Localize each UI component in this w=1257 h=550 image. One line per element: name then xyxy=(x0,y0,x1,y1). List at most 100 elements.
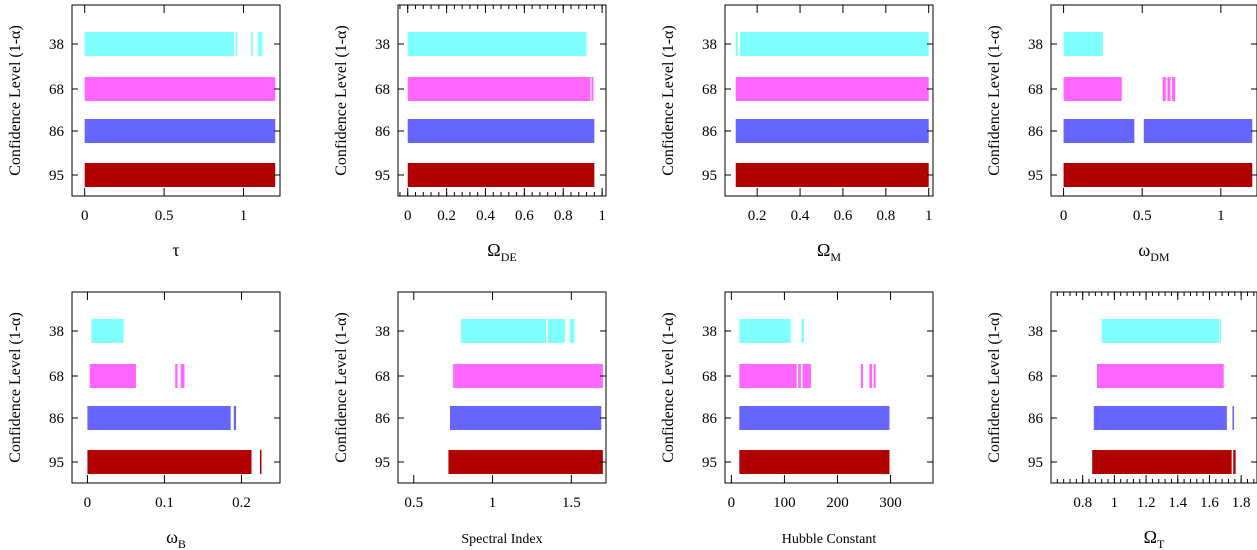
y-tick-label: 95 xyxy=(49,168,64,184)
interval-bar xyxy=(259,450,262,474)
interval-bar xyxy=(448,450,603,474)
interval-bar xyxy=(591,77,594,101)
x-tick-label: 0.2 xyxy=(748,208,767,224)
x-axis-label: Spectral Index xyxy=(461,532,542,547)
x-tick-label: 0.6 xyxy=(834,208,853,224)
y-axis-label: Confidence Level (1-α) xyxy=(660,312,677,463)
y-tick-label: 86 xyxy=(1028,124,1044,140)
interval-bar xyxy=(84,119,276,143)
y-tick-label: 86 xyxy=(49,411,65,427)
plot-frame xyxy=(1050,4,1257,197)
interval-bar xyxy=(84,77,276,101)
interval-bar xyxy=(407,163,595,187)
interval-bar xyxy=(1092,450,1232,474)
interval-bar xyxy=(91,319,124,343)
interval-bar xyxy=(251,32,254,56)
interval-bar xyxy=(739,319,791,343)
interval-bar xyxy=(1167,77,1171,101)
interval-bar xyxy=(180,364,185,388)
interval-bar xyxy=(735,32,738,56)
interval-bar xyxy=(735,163,929,187)
x-tick-label: 0.8 xyxy=(876,208,895,224)
interval-bar xyxy=(1093,406,1227,430)
y-axis-label: Confidence Level (1-α) xyxy=(660,25,677,176)
x-tick-label: 0.2 xyxy=(437,208,456,224)
plot-frame xyxy=(397,4,607,197)
x-tick-label: 0.5 xyxy=(1133,208,1152,224)
interval-bar xyxy=(569,319,575,343)
interval-bar xyxy=(547,319,566,343)
y-tick-label: 95 xyxy=(375,168,390,184)
chart-panel: 38 68 86 95 0.8 1 1.2 1.4 1.6 1.8 ΩT Confidence Lev… xyxy=(986,291,1257,550)
x-tick-label: 100 xyxy=(773,495,796,511)
y-tick-label: 95 xyxy=(1028,455,1043,471)
y-tick-label: 38 xyxy=(375,324,390,340)
x-tick-label: 0.8 xyxy=(1073,495,1092,511)
interval-bar xyxy=(801,319,805,343)
y-axis-label: Confidence Level (1-α) xyxy=(7,312,24,463)
y-tick-label: 38 xyxy=(1028,324,1043,340)
y-tick-label: 86 xyxy=(375,411,391,427)
plot-frame xyxy=(724,4,934,197)
y-axis-label: Confidence Level (1-α) xyxy=(333,312,350,463)
y-axis-label: Confidence Level (1-α) xyxy=(7,25,24,176)
x-tick-label: 1.6 xyxy=(1200,495,1219,511)
x-tick-label: 0 xyxy=(728,495,736,511)
y-tick-label: 68 xyxy=(702,82,717,98)
x-axis-label: τ xyxy=(172,240,179,260)
interval-bar xyxy=(798,364,801,388)
interval-bar xyxy=(1143,119,1253,143)
y-axis-label: Confidence Level (1-α) xyxy=(333,25,350,176)
interval-bar xyxy=(735,77,929,101)
x-axis-label: ωDM xyxy=(1138,240,1170,264)
x-tick-label: 1 xyxy=(925,208,933,224)
interval-bar xyxy=(233,406,237,430)
interval-bar xyxy=(257,32,263,56)
x-axis-label: ΩM xyxy=(817,240,841,264)
interval-bar xyxy=(453,364,603,388)
x-tick-label: 0.5 xyxy=(404,495,423,511)
x-tick-label: 0.8 xyxy=(554,208,573,224)
chart-panel: 38 68 86 95 0 0.5 1 τ Confidence Level (1-α) xyxy=(7,4,281,260)
interval-bar xyxy=(1101,319,1219,343)
y-tick-label: 86 xyxy=(375,124,391,140)
interval-bar xyxy=(739,406,890,430)
y-axis-label: Confidence Level (1-α) xyxy=(986,25,1003,176)
x-tick-label: 0 xyxy=(1060,208,1068,224)
y-tick-label: 38 xyxy=(1028,37,1043,53)
x-axis-label: ΩT xyxy=(1144,527,1165,550)
x-axis-label: ΩDE xyxy=(487,240,516,264)
y-tick-label: 86 xyxy=(1028,411,1044,427)
y-tick-label: 38 xyxy=(49,324,64,340)
interval-bar xyxy=(739,364,797,388)
chart-panel: 38 68 86 95 0.5 1 1.5 Spectral Index Confidence … xyxy=(333,291,607,547)
interval-bar xyxy=(407,32,587,56)
x-tick-label: 1.5 xyxy=(562,495,581,511)
plot-frame xyxy=(724,291,934,484)
y-tick-label: 68 xyxy=(49,82,64,98)
interval-bar xyxy=(1063,32,1103,56)
x-tick-label: 1.8 xyxy=(1232,495,1251,511)
interval-bar xyxy=(1063,163,1253,187)
y-tick-label: 38 xyxy=(49,37,64,53)
y-tick-label: 68 xyxy=(702,369,717,385)
x-tick-label: 0.4 xyxy=(476,208,495,224)
interval-bar xyxy=(450,406,602,430)
y-tick-label: 86 xyxy=(49,124,65,140)
interval-bar xyxy=(407,119,595,143)
x-tick-label: 1 xyxy=(489,495,497,511)
interval-bar xyxy=(235,32,238,56)
x-tick-label: 0 xyxy=(81,208,89,224)
y-tick-label: 68 xyxy=(375,82,390,98)
x-tick-label: 1 xyxy=(1111,495,1119,511)
y-tick-label: 95 xyxy=(49,455,64,471)
x-tick-label: 1 xyxy=(1217,208,1225,224)
interval-bar xyxy=(1233,450,1236,474)
x-tick-label: 0 xyxy=(404,208,412,224)
x-tick-label: 0.1 xyxy=(155,495,174,511)
interval-bar xyxy=(87,406,231,430)
x-tick-label: 300 xyxy=(879,495,902,511)
interval-bar xyxy=(89,364,136,388)
y-tick-label: 68 xyxy=(1028,82,1043,98)
